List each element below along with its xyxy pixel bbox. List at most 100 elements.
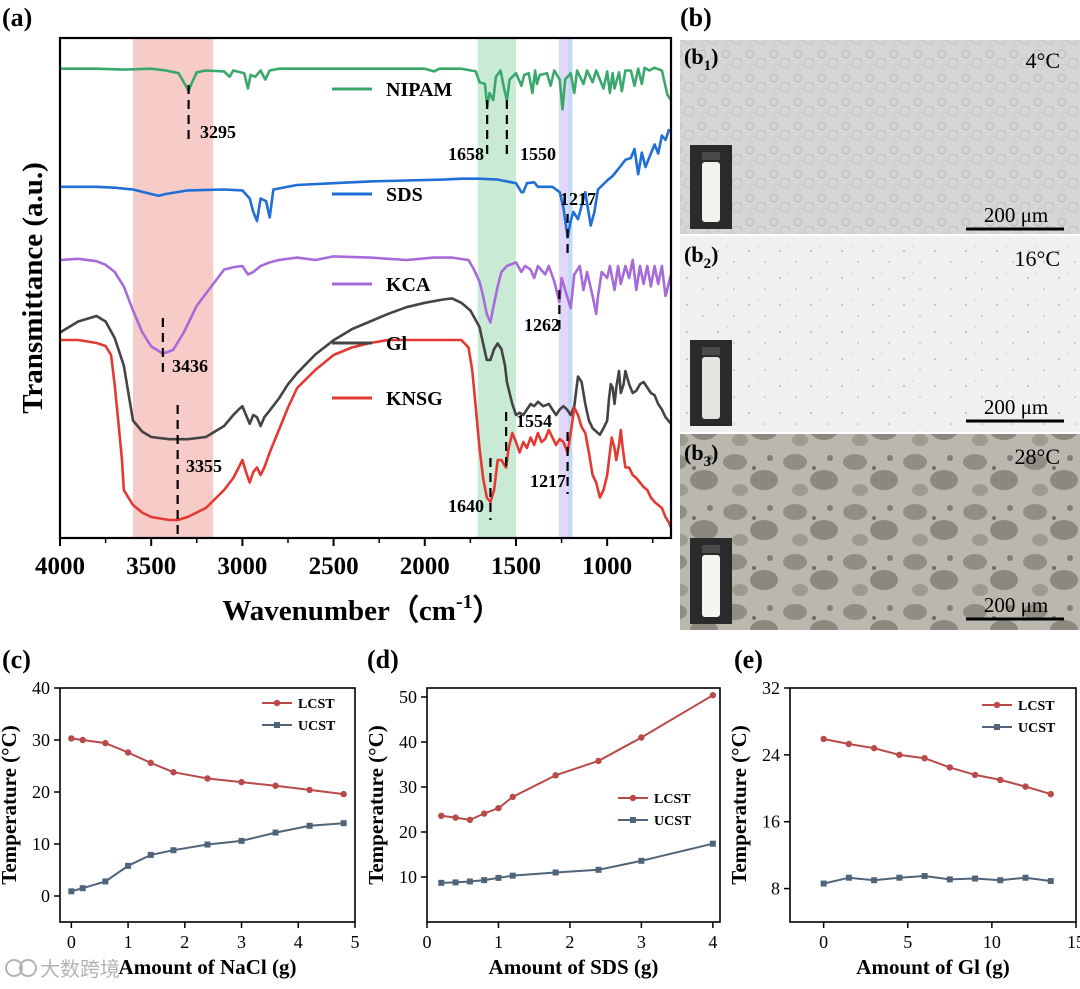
ftir-chart: 3295 1658 1550 1217 3436 1262 1554 3355 1640 1217… bbox=[17, 36, 673, 627]
data-point-lcst bbox=[870, 744, 878, 752]
data-point-lcst bbox=[495, 804, 502, 812]
data-point-ucst bbox=[147, 851, 154, 858]
micrograph-letter: b bbox=[691, 242, 703, 267]
watermark-logo-icon bbox=[5, 959, 37, 977]
spectra-lines bbox=[59, 66, 673, 528]
y-axis-label: Temperature (°C) bbox=[727, 725, 751, 884]
legend-label-lcst: LCST bbox=[1018, 699, 1055, 714]
data-point-lcst bbox=[820, 735, 827, 743]
legend-label-sds: SDS bbox=[386, 184, 423, 206]
x-tick-label: 1500 bbox=[491, 553, 541, 580]
vial-icon bbox=[690, 145, 732, 229]
data-point-ucst bbox=[79, 885, 86, 892]
legend-marker-ucst bbox=[630, 817, 636, 823]
data-point-lcst bbox=[509, 793, 516, 801]
data-point-ucst bbox=[481, 877, 488, 884]
data-point-ucst bbox=[68, 888, 75, 895]
spectrum-line-nipam bbox=[60, 66, 673, 111]
y-tick-label: 30 bbox=[399, 777, 417, 797]
panel-label-b: (b) bbox=[680, 3, 712, 32]
data-point-lcst bbox=[238, 778, 245, 786]
panel-label-e: (e) bbox=[734, 645, 763, 674]
y-tick-label: 50 bbox=[399, 687, 417, 707]
data-point-lcst bbox=[124, 749, 132, 756]
data-point-ucst bbox=[170, 847, 177, 854]
legend-marker-lcst bbox=[273, 699, 281, 707]
y-tick-label: 32 bbox=[762, 678, 780, 698]
data-point-lcst bbox=[170, 769, 177, 776]
x-axis-ticks: 4000 3500 3000 2500 2000 1500 1000 bbox=[35, 538, 654, 580]
scale-bar-label: 200 μm bbox=[984, 203, 1048, 227]
data-point-lcst bbox=[438, 812, 445, 819]
plot-frame bbox=[789, 687, 1077, 923]
data-point-ucst bbox=[595, 866, 602, 873]
data-point-ucst bbox=[125, 862, 132, 869]
x-axis-label-sup: -1 bbox=[456, 591, 473, 613]
legend-marker-lcst bbox=[993, 701, 1001, 709]
x-tick-label: 0 bbox=[67, 932, 76, 952]
data-point-lcst bbox=[480, 810, 488, 817]
series-line-ucst bbox=[441, 842, 714, 884]
y-tick-label: 30 bbox=[32, 730, 50, 750]
data-point-lcst bbox=[340, 790, 347, 798]
x-axis-label: Amount of SDS (g) bbox=[489, 955, 659, 979]
micrograph-temp: 28°C bbox=[1015, 444, 1060, 469]
y-tick-label: 8 bbox=[771, 879, 780, 899]
data-point-lcst bbox=[896, 751, 903, 759]
data-point-ucst bbox=[204, 841, 211, 848]
series-line-ucst bbox=[71, 822, 344, 893]
data-point-lcst bbox=[921, 755, 928, 762]
data-point-ucst bbox=[509, 872, 516, 879]
x-tick-label: 1000 bbox=[582, 553, 632, 580]
data-point-lcst bbox=[79, 736, 86, 744]
x-tick-label: 0 bbox=[423, 932, 432, 952]
y-tick-label: 10 bbox=[399, 867, 417, 887]
series-line-lcst bbox=[441, 694, 714, 821]
micrograph-b3: (b3) 28°C 200 μm bbox=[680, 434, 1080, 630]
data-point-lcst bbox=[638, 734, 645, 741]
data-point-lcst bbox=[1022, 783, 1029, 790]
data-point-ucst bbox=[438, 879, 445, 886]
x-tick-label: 2000 bbox=[400, 553, 450, 580]
y-tick-label: 24 bbox=[762, 745, 780, 765]
peak-label: 1217 bbox=[560, 189, 596, 209]
data-point-lcst bbox=[68, 735, 75, 742]
x-tick-label: 0 bbox=[819, 932, 828, 952]
peak-label: 1217 bbox=[530, 471, 566, 491]
data-point-ucst bbox=[272, 829, 279, 836]
micrograph-texture bbox=[680, 236, 1080, 432]
data-point-lcst bbox=[709, 692, 717, 699]
peak-label: 1550 bbox=[520, 144, 556, 164]
data-point-ucst bbox=[946, 876, 953, 883]
legend-label-ucst: UCST bbox=[298, 719, 336, 734]
data-point-lcst bbox=[452, 814, 459, 821]
data-point-ucst bbox=[306, 822, 313, 829]
legend-marker-ucst bbox=[994, 724, 1000, 730]
peak-annotations: 3295 1658 1550 1217 3436 1262 1554 3355 1640 1217 bbox=[161, 85, 596, 538]
data-point-ucst bbox=[340, 820, 347, 827]
panel-label-c: (c) bbox=[2, 645, 31, 674]
peak-label: 1554 bbox=[516, 411, 552, 431]
data-point-ucst bbox=[495, 874, 502, 881]
spectrum-line-kca bbox=[59, 255, 673, 355]
data-point-lcst bbox=[946, 764, 954, 771]
data-point-ucst bbox=[638, 857, 645, 864]
spectrum-line-gl bbox=[59, 297, 672, 441]
legend-label-nipam: NIPAM bbox=[386, 79, 452, 101]
micrograph-b2: (b2) 16°C 200 μm bbox=[680, 236, 1080, 432]
data-point-ucst bbox=[1022, 874, 1029, 881]
micrograph-temp: 4°C bbox=[1026, 48, 1060, 73]
x-tick-label: 15 bbox=[1067, 932, 1080, 952]
micrograph-sub: 3 bbox=[704, 454, 712, 470]
micrograph-temp: 16°C bbox=[1015, 246, 1060, 271]
micrograph-close: ) bbox=[711, 440, 718, 465]
y-tick-label: 0 bbox=[41, 886, 50, 906]
data-point-ucst bbox=[552, 869, 559, 876]
vial-icon bbox=[690, 538, 732, 624]
x-tick-label: 3500 bbox=[126, 553, 176, 580]
data-point-lcst bbox=[971, 771, 979, 779]
lcst-ucst-nacl-chart: 0 1 2 3 4 5 0 10 20 30 40 Amount of NaCl (g) Tempera… bbox=[0, 678, 360, 979]
x-tick-label: 5 bbox=[351, 932, 360, 952]
y-tick-label: 20 bbox=[32, 782, 50, 802]
